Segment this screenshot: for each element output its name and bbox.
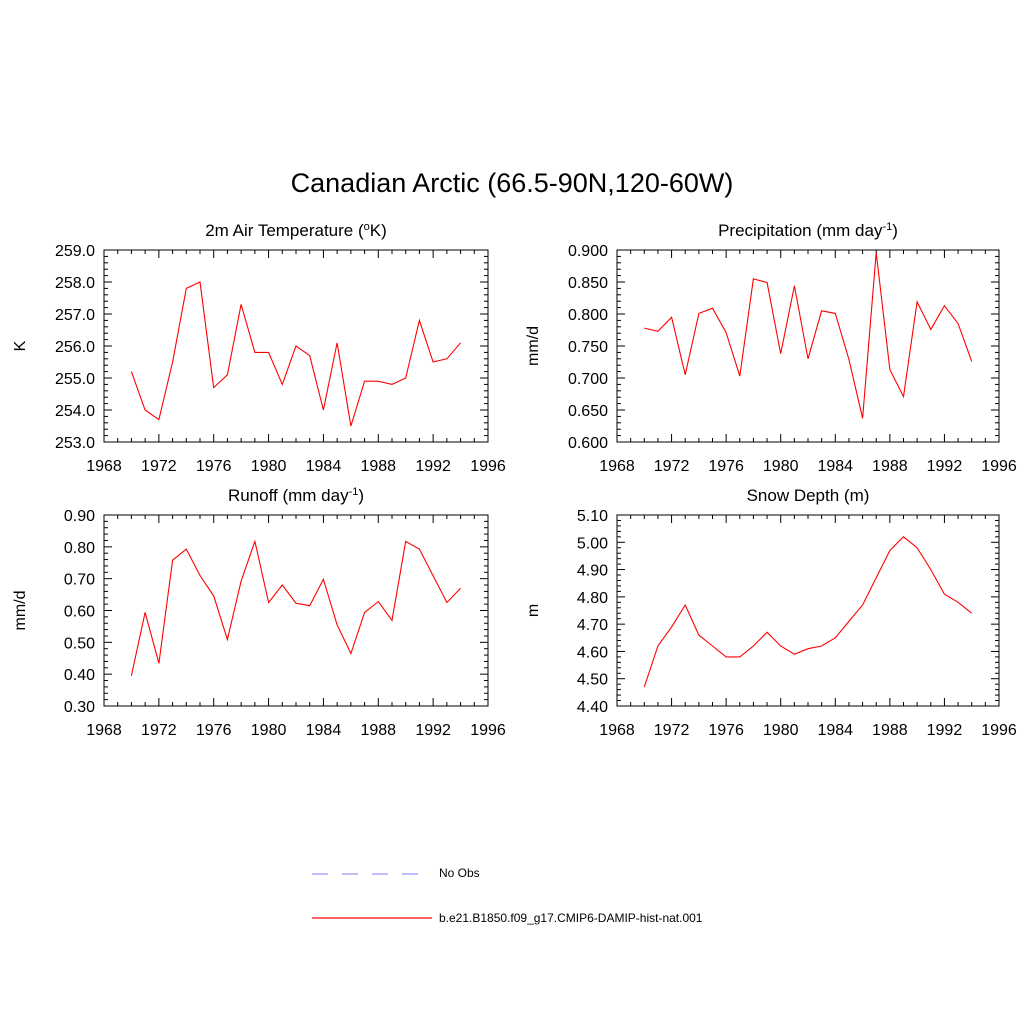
plot-frame: [616, 249, 1000, 443]
x-tick-label: 1984: [817, 458, 853, 475]
y-tick-label: 0.80: [64, 540, 95, 557]
x-tick-label: 1976: [196, 722, 232, 739]
y-tick-label: 255.0: [55, 371, 95, 388]
x-tick-label: 1996: [981, 722, 1017, 739]
y-tick-label: 4.40: [577, 699, 608, 716]
y-tick-label: 0.30: [64, 699, 95, 716]
panel-title: Precipitation (mm day-1): [718, 221, 898, 240]
y-tick-label: 259.0: [55, 243, 95, 260]
y-tick-label: 0.90: [64, 508, 95, 525]
x-tick-label: 1972: [141, 722, 177, 739]
y-tick-label: 4.70: [577, 617, 608, 634]
y-tick-label: 4.90: [577, 563, 608, 580]
panel-air-temperature: 1968 1972 1976 1980 1984 1988 1992 1996 253.0 254…: [12, 221, 506, 475]
x-tick-label: 1988: [360, 722, 396, 739]
x-tick-label: 1984: [817, 722, 853, 739]
series-line: [644, 252, 973, 419]
y-tick-label: 5.10: [577, 508, 608, 525]
series-line: [130, 539, 461, 676]
x-tick-label: 1996: [470, 458, 506, 475]
x-tick-label: 1968: [599, 458, 635, 475]
legend-label-model: b.e21.B1850.f09_g17.CMIP6-DAMIP-hist-nat…: [439, 911, 703, 925]
panel-title: 2m Air Temperature (oK): [205, 221, 387, 240]
x-tick-label: 1996: [981, 458, 1017, 475]
x-tick-label: 1972: [654, 722, 690, 739]
x-tick-label: 1976: [708, 458, 744, 475]
y-tick-label: 0.600: [568, 435, 608, 452]
x-tick-label: 1992: [927, 722, 963, 739]
x-tick-label: 1988: [872, 458, 908, 475]
y-tick-label: 0.40: [64, 667, 95, 684]
y-tick-label: 0.650: [568, 403, 608, 420]
x-tick-label: 1996: [470, 722, 506, 739]
legend-label-no-obs: No Obs: [439, 866, 480, 880]
y-axis-label: mm/d: [525, 326, 542, 366]
x-tick-label: 1968: [599, 722, 635, 739]
y-tick-label: 0.800: [568, 307, 608, 324]
y-tick-label: 258.0: [55, 275, 95, 292]
y-tick-label: 0.900: [568, 243, 608, 260]
x-tick-label: 1976: [708, 722, 744, 739]
x-tick-label: 1968: [86, 458, 122, 475]
x-tick-label: 1968: [86, 722, 122, 739]
y-axis-label: mm/d: [12, 591, 29, 631]
panel-title: Runoff (mm day-1): [228, 486, 364, 505]
series-line: [643, 536, 973, 688]
y-axis-label: m: [525, 604, 542, 617]
x-tick-label: 1984: [306, 722, 342, 739]
x-tick-label: 1972: [654, 458, 690, 475]
panel-title: Snow Depth (m): [747, 486, 870, 505]
panel-precipitation: 1968 1972 1976 1980 1984 1988 1992 1996 0.600 0.6…: [525, 221, 1017, 475]
x-tick-label: 1992: [415, 458, 451, 475]
y-tick-label: 4.80: [577, 590, 608, 607]
x-tick-label: 1992: [927, 458, 963, 475]
x-tick-label: 1980: [763, 458, 799, 475]
series-line: [130, 281, 462, 427]
y-tick-label: 4.50: [577, 672, 608, 689]
plot-frame: [103, 514, 489, 707]
y-tick-label: 0.850: [568, 275, 608, 292]
x-tick-label: 1980: [251, 458, 287, 475]
y-tick-label: 253.0: [55, 435, 95, 452]
y-tick-label: 0.700: [568, 371, 608, 388]
x-tick-label: 1980: [763, 722, 799, 739]
y-tick-label: 4.60: [577, 644, 608, 661]
y-axis-label: K: [12, 340, 29, 351]
plot-frame: [616, 514, 1000, 707]
panel-runoff: 1968 1972 1976 1980 1984 1988 1992 1996 0.30 0.40…: [12, 486, 506, 739]
x-tick-label: 1972: [141, 458, 177, 475]
x-tick-label: 1992: [415, 722, 451, 739]
y-tick-label: 257.0: [55, 307, 95, 324]
figure-title: Canadian Arctic (66.5-90N,120-60W): [290, 168, 734, 198]
x-tick-label: 1984: [306, 458, 342, 475]
y-tick-label: 0.70: [64, 572, 95, 589]
x-tick-label: 1980: [251, 722, 287, 739]
x-tick-label: 1988: [360, 458, 396, 475]
y-tick-label: 254.0: [55, 403, 95, 420]
y-tick-label: 256.0: [55, 339, 95, 356]
x-tick-label: 1988: [872, 722, 908, 739]
panel-snow-depth: 1968 1972 1976 1980 1984 1988 1992 1996 4.40 4.50…: [525, 486, 1017, 739]
y-tick-label: 0.50: [64, 635, 95, 652]
y-tick-label: 5.00: [577, 535, 608, 552]
y-tick-label: 0.750: [568, 339, 608, 356]
x-tick-label: 1976: [196, 458, 232, 475]
y-tick-label: 0.60: [64, 604, 95, 621]
